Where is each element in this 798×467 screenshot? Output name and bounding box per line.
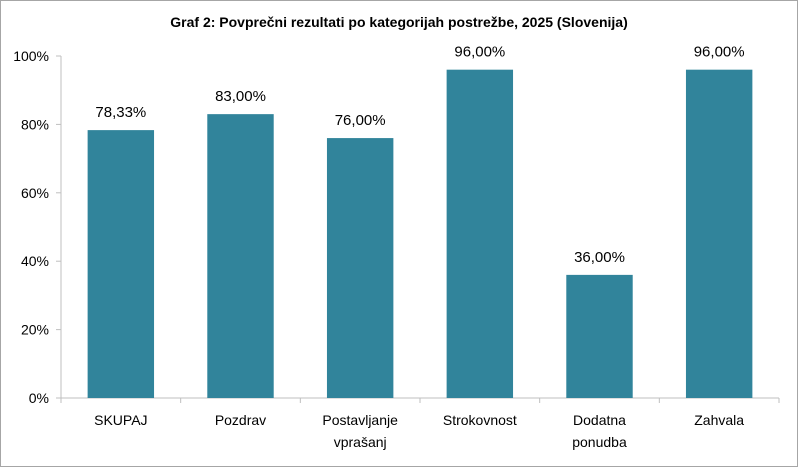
bar	[326, 138, 394, 398]
x-tick-label-line: SKUPAJ	[94, 412, 147, 428]
y-tick-label: 20%	[21, 322, 49, 338]
x-tick-label-line: Pozdrav	[215, 412, 266, 428]
data-label: 83,00%	[215, 88, 266, 105]
x-tick-label: Pozdrav	[215, 412, 266, 428]
data-label: 96,00%	[694, 44, 745, 61]
x-tick-label-line: vprašanj	[334, 434, 387, 450]
x-tick-label-line: Zahvala	[694, 412, 744, 428]
data-label: 76,00%	[335, 112, 386, 129]
x-tick-label: Zahvala	[694, 412, 744, 428]
data-label: 36,00%	[574, 249, 625, 266]
bar	[566, 274, 633, 398]
chart-title: Graf 2: Povprečni rezultati po kategorij…	[170, 14, 628, 30]
bar	[685, 69, 753, 399]
y-tick-label: 100%	[13, 48, 49, 64]
x-tick-label: SKUPAJ	[94, 412, 147, 428]
bar	[207, 114, 274, 398]
y-tick-label: 40%	[21, 253, 49, 269]
x-tick-label-line: Postavljanje	[322, 412, 398, 428]
y-tick-label: 0%	[29, 390, 49, 406]
data-label: 78,33%	[95, 104, 146, 121]
y-tick-label: 60%	[21, 185, 49, 201]
x-tick-label: Dodatna ponudba	[572, 412, 627, 450]
bar	[446, 69, 514, 399]
bar	[87, 130, 155, 399]
data-label: 96,00%	[454, 44, 505, 61]
x-tick-label: Postavljanje vprašanj	[322, 412, 398, 450]
x-tick-label-line: Strokovnost	[443, 412, 517, 428]
y-tick-label: 80%	[21, 116, 49, 132]
x-tick-label-line: ponudba	[572, 434, 627, 450]
x-tick-label: Strokovnost	[443, 412, 517, 428]
x-tick-label-line: Dodatna	[573, 412, 626, 428]
